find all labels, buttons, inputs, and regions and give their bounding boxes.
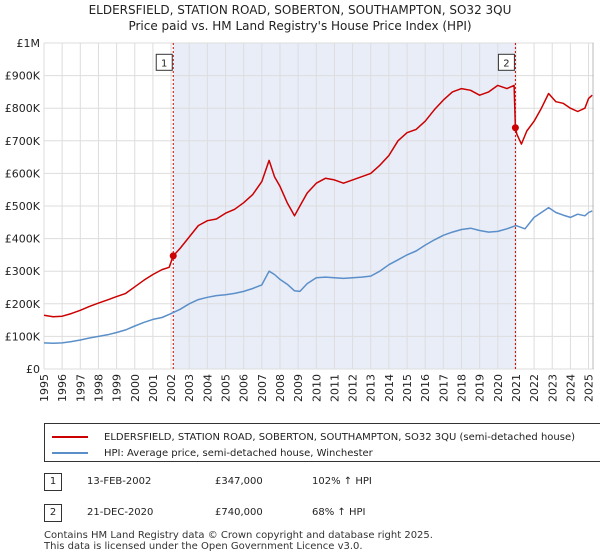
legend-swatch-hpi: [52, 452, 88, 454]
x-tick-label: 2021: [510, 374, 523, 402]
property-price-line: [43, 84, 593, 318]
x-tick-label: 1995: [38, 374, 51, 402]
transaction-price: £347,000: [215, 476, 263, 487]
transaction-number: 2: [44, 504, 62, 522]
chart-title: ELDERSFIELD, STATION ROAD, SOBERTON, SOU…: [88, 3, 512, 17]
x-tick-label: 2002: [165, 374, 178, 402]
y-tick-label: £600K: [5, 167, 41, 180]
transaction-hpi: 68% ↑ HPI: [312, 507, 366, 518]
sale-annotation-label: 1: [161, 58, 167, 69]
legend-label-property: ELDERSFIELD, STATION ROAD, SOBERTON, SOU…: [104, 431, 576, 443]
y-tick-label: £100K: [5, 330, 41, 343]
x-tick-label: 2000: [129, 374, 142, 402]
transaction-price: £740,000: [215, 507, 263, 518]
legend-swatch-property: [52, 436, 88, 438]
transaction-hpi: 102% ↑ HPI: [312, 476, 372, 487]
x-tick-label: 2006: [238, 374, 251, 402]
hpi-line: [43, 206, 593, 344]
transaction-date: 13-FEB-2002: [87, 476, 152, 487]
x-tick-label: 2004: [201, 374, 214, 402]
transaction-number: 1: [44, 473, 62, 491]
x-tick-label: 2022: [528, 374, 541, 402]
sale-annotation-box: [155, 53, 173, 71]
y-tick-label: £400K: [5, 233, 41, 246]
sale-annotation-label: 2: [503, 58, 509, 69]
x-tick-label: 2016: [419, 374, 432, 402]
legend-item-property: ELDERSFIELD, STATION ROAD, SOBERTON, SOU…: [52, 430, 575, 444]
x-tick-label: 2003: [183, 374, 196, 402]
x-tick-label: 2024: [564, 374, 577, 402]
y-tick-label: £500K: [5, 200, 41, 213]
legend-label-hpi: HPI: Average price, semi-detached house,…: [104, 447, 373, 459]
x-tick-label: 2011: [328, 374, 341, 402]
y-tick-label: £700K: [5, 135, 41, 148]
sale-annotation-box: [497, 53, 515, 71]
x-tick-label: 2001: [147, 374, 160, 402]
transaction-date: 21-DEC-2020: [87, 507, 154, 518]
x-tick-label: 1996: [56, 374, 69, 402]
x-tick-label: 2008: [274, 374, 287, 402]
y-tick-label: £200K: [5, 298, 41, 311]
sale-marker: [169, 252, 177, 260]
y-tick-label: £0: [26, 363, 40, 376]
x-tick-label: 2018: [455, 374, 468, 402]
x-tick-label: 1999: [111, 374, 124, 402]
x-tick-label: 2014: [383, 374, 396, 402]
x-tick-label: 2015: [401, 374, 414, 402]
x-tick-label: 1997: [74, 374, 87, 402]
y-tick-label: £300K: [5, 265, 41, 278]
x-tick-label: 2007: [256, 374, 269, 402]
footer-copyright: Contains HM Land Registry data © Crown c…: [44, 530, 433, 541]
x-tick-label: 2020: [492, 374, 505, 402]
x-tick-label: 2009: [292, 374, 305, 402]
legend: ELDERSFIELD, STATION ROAD, SOBERTON, SOU…: [44, 423, 600, 462]
x-tick-label: 2025: [583, 374, 596, 402]
footer-licence: This data is licensed under the Open Gov…: [44, 541, 363, 552]
price-chart: 1 2 £0 £100K £200K £300K £400K £500K £600K £700K…: [5, 37, 596, 402]
x-tick-label: 2012: [347, 374, 360, 402]
x-tick-label: 2019: [474, 374, 487, 402]
x-tick-label: 2010: [310, 374, 323, 402]
x-tick-label: 1998: [92, 374, 105, 402]
sale-marker: [511, 124, 519, 132]
y-tick-label: £1M: [17, 37, 41, 50]
x-tick-label: 2005: [220, 374, 233, 402]
legend-item-hpi: HPI: Average price, semi-detached house,…: [52, 446, 373, 460]
y-tick-label: £900K: [5, 70, 41, 83]
chart-subtitle: Price paid vs. HM Land Registry's House …: [128, 19, 472, 33]
x-tick-label: 2023: [546, 374, 559, 402]
y-tick-label: £800K: [5, 102, 41, 115]
x-tick-label: 2013: [365, 374, 378, 402]
footer: Contains HM Land Registry data © Crown c…: [44, 530, 433, 552]
x-tick-label: 2017: [437, 374, 450, 402]
